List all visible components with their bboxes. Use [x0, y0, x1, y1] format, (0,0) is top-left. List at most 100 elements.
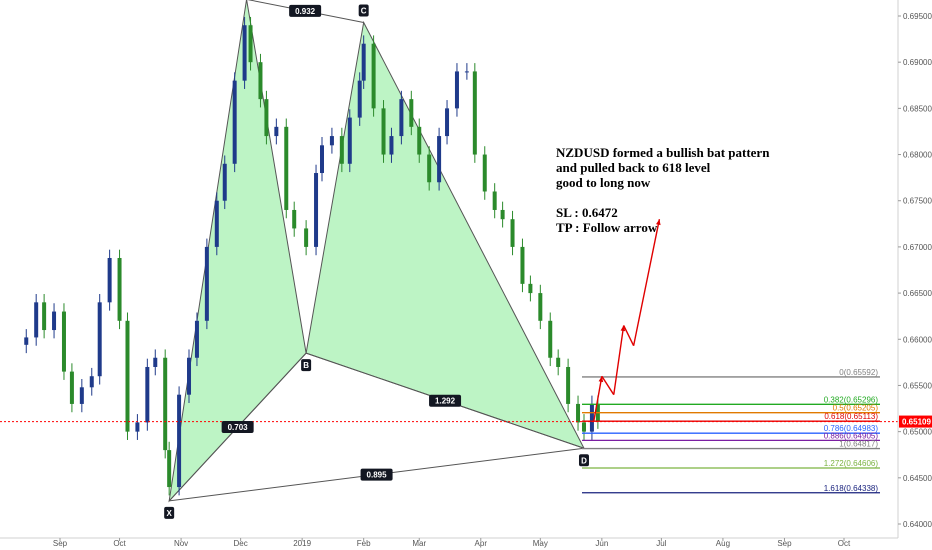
fib-level-label: 0(0.65592)	[839, 368, 878, 377]
pattern-triangle-bcd	[305, 20, 586, 450]
candle-body	[163, 357, 168, 451]
x-tick-label: Nov	[174, 539, 188, 548]
x-tick-label: May	[533, 539, 548, 548]
candle-body	[437, 136, 442, 183]
y-tick-label: 0.67500	[903, 197, 932, 206]
candle-body	[177, 394, 182, 488]
candle-body	[399, 99, 404, 137]
candle-body	[319, 145, 324, 174]
x-tick-label: Dec	[234, 539, 248, 548]
y-tick-label: 0.68500	[903, 104, 932, 113]
x-tick-label: Mar	[412, 539, 426, 548]
fib-retracement: 0(0.65592) 0.382(0.65296)0.5(0.65205)0.61…	[0, 368, 898, 494]
fib-level-label: 0.618(0.65113)	[824, 412, 878, 421]
candle-body	[445, 108, 450, 137]
bat-pattern	[168, 0, 586, 503]
point-badge	[578, 454, 589, 467]
x-tick-label: Sep	[777, 539, 792, 548]
annotation-line: SL : 0.6472	[556, 205, 618, 220]
candle-body	[264, 99, 269, 137]
point-label-d: D	[581, 456, 587, 465]
arrow-segment	[632, 219, 661, 346]
candle-body	[314, 173, 319, 247]
x-axis[interactable]: Sep Oct Nov Dec 2019 Feb Mar Apr May Jun Jul Aug Sep…	[0, 537, 898, 548]
candle-body	[97, 302, 102, 377]
candle-body	[454, 71, 459, 109]
candle-body	[107, 257, 112, 303]
candle-body	[222, 163, 227, 201]
candle-body	[371, 43, 376, 109]
point-label-b: B	[303, 361, 309, 370]
candle-body	[304, 228, 309, 247]
pattern-ratios: 0.932 0.703 1.292 0.895	[221, 4, 462, 481]
candle-body	[292, 209, 297, 229]
candle-body	[242, 25, 247, 81]
fib-level-label: 1(0.64817)	[839, 440, 878, 449]
x-tick-label: Sep	[53, 539, 68, 548]
x-tick-label: Jun	[595, 539, 608, 548]
candle-body	[52, 311, 57, 331]
candle-body	[339, 136, 344, 164]
candle-body	[329, 136, 334, 146]
candle-body	[79, 387, 84, 404]
annotation-line: NZDUSD formed a bullish bat pattern	[556, 145, 770, 160]
annotation-line: and pulled back to 618 level	[556, 160, 711, 175]
candle-body	[538, 293, 543, 321]
fib-level-label: 0.5(0.65205)	[833, 404, 879, 413]
candle-body	[248, 25, 253, 63]
arrow-segment	[593, 376, 603, 421]
ratio-badge	[289, 4, 322, 17]
candle-body	[117, 257, 122, 321]
x-tick-label: Apr	[475, 539, 488, 548]
candle-body	[204, 246, 209, 321]
candle-body	[145, 366, 150, 423]
candle-body	[417, 126, 422, 155]
candle-body	[125, 320, 130, 432]
fib-level-label: 0.886(0.64905)	[824, 431, 879, 440]
candle-body	[89, 376, 94, 388]
fib-level-label: 0.786(0.64983)	[824, 424, 879, 433]
candle-body	[42, 302, 47, 331]
fib-level-label: 1.618(0.64338)	[824, 484, 879, 493]
candle-body	[135, 422, 140, 432]
arrow-segment	[613, 325, 625, 395]
candle-body	[528, 283, 533, 294]
ratio-badge	[429, 394, 462, 407]
candle-body	[589, 403, 594, 432]
y-tick-label: 0.67000	[903, 243, 932, 252]
candle-body	[389, 136, 394, 155]
annotation-line: good to long now	[556, 175, 651, 190]
annotation-line: TP : Follow arrow	[556, 220, 658, 235]
x-tick-label: Oct	[838, 539, 851, 548]
point-label-x: X	[166, 509, 172, 518]
point-badge	[358, 4, 369, 17]
candle-body	[284, 126, 289, 210]
x-tick-label: Jul	[656, 539, 666, 548]
ratio-value: 0.703	[228, 423, 249, 432]
ratio-value: 1.292	[435, 397, 456, 406]
candle-body	[381, 108, 386, 155]
candle-body	[427, 154, 432, 183]
y-tick-label: 0.64000	[903, 520, 932, 529]
ratio-value: 0.932	[295, 7, 316, 16]
arrow-segment	[623, 325, 635, 347]
pattern-points: XABCD	[164, 4, 589, 519]
last-price-value: 0.65109	[902, 418, 931, 427]
arrow-segment	[601, 375, 615, 396]
point-badge	[301, 359, 312, 372]
candle-body	[566, 366, 571, 404]
y-tick-label: 0.66500	[903, 289, 932, 298]
candle-body	[274, 126, 279, 137]
y-tick-label: 0.64500	[903, 474, 932, 483]
candle-body	[510, 219, 515, 247]
y-tick-label: 0.69500	[903, 12, 932, 21]
y-tick-label: 0.65000	[903, 428, 932, 437]
candle-body	[520, 246, 525, 284]
candle-body	[153, 357, 158, 367]
ratio-badge	[221, 421, 254, 434]
y-axis[interactable]: 0.69500 0.69000 0.68500 0.68000 0.67500 0.670…	[897, 0, 932, 538]
candle-body	[576, 403, 581, 423]
candle-body	[194, 320, 199, 358]
candle-body	[214, 200, 219, 247]
